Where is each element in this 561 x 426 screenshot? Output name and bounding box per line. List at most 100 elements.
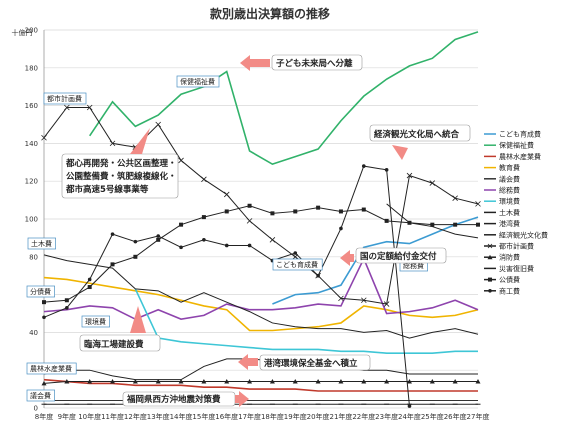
callout-text: 都市高速5号線事業等 [65,184,149,195]
point-marker [383,301,390,307]
legend-label: 消防費 [499,253,520,262]
point-marker [406,379,412,384]
x-tick-label: 26年度 [444,412,467,421]
series-line [43,205,478,303]
point-marker [64,104,70,111]
point-marker [384,379,390,384]
point-marker [202,237,206,242]
point-marker [338,379,344,384]
callout-text: 都心再開発・公共区画整理・ [65,158,177,169]
y-tick-label: 180 [25,64,38,72]
series-7 [43,254,479,339]
callout-text: 港湾環境保全基金へ積立 [264,358,358,369]
series-3 [43,276,479,332]
point-marker [361,379,367,384]
point-marker [42,300,46,305]
y-tick-label: 0 [34,405,38,413]
series-13 [42,203,480,305]
y-tick-label: 40 [29,329,38,337]
point-marker [110,262,115,267]
callout-arrow [240,55,270,71]
inline-label: 分債費 [30,287,51,296]
series-1 [89,31,479,166]
legend-label: 教育費 [499,163,520,172]
x-tick-label: 8年度 [35,412,53,421]
legend-label: 保健福祉費 [499,141,534,150]
x-tick-label: 17年度 [238,412,261,421]
point-marker [201,379,207,384]
point-marker [224,209,229,214]
point-marker [201,215,206,220]
legend-marker [488,289,492,293]
callout-text: 経済観光文化局へ統合 [374,129,460,140]
point-marker [361,297,367,304]
inline-label: こども育成費 [276,260,318,269]
point-marker [224,243,229,248]
x-tick-label: 14年度 [170,412,193,421]
point-marker [407,220,412,225]
y-tick-label: 200 [25,27,38,35]
point-marker [270,211,275,216]
point-marker [247,203,252,208]
x-tick-label: 24年度 [398,412,421,421]
point-marker [406,172,413,179]
x-tick-label: 19年度 [284,412,307,421]
callout-arrow [340,250,354,266]
x-tick-label: 10年度 [78,412,101,421]
point-marker [64,298,69,303]
point-marker [133,254,138,259]
callout-arrow [238,354,258,370]
y-tick-label: 100 [25,216,38,224]
y-tick-label: 120 [25,178,38,186]
x-tick-label: 20年度 [307,412,330,421]
point-marker [292,379,298,384]
point-marker [201,176,207,183]
point-marker [87,277,92,282]
inline-label: 都市計画費 [47,94,82,103]
point-marker [361,207,366,212]
x-tick-label: 27年度 [467,412,490,421]
point-marker [155,121,161,128]
legend-label: 農林水産業費 [499,152,541,161]
point-marker [475,379,481,384]
legend-marker [487,254,493,260]
series-line [43,254,479,339]
legend-marker [488,277,492,282]
point-marker [179,222,184,227]
callout-box [369,124,471,142]
inline-label: 保健福祉費 [180,77,215,86]
callout-text: 子ども未来局へ分離 [276,58,353,69]
point-marker [384,218,389,223]
point-marker [316,205,321,210]
inline-label-box [26,362,77,375]
series-line [89,31,479,166]
x-tick-label: 25年度 [421,412,444,421]
series-line [43,256,479,321]
callout-box [61,153,179,199]
y-tick-label: 160 [25,102,38,110]
point-marker [223,191,230,198]
point-marker [430,222,435,227]
inline-label: 議会費 [30,391,51,400]
legend-label: こども育成費 [499,130,541,139]
point-marker [178,379,184,384]
y-tick-label: 80 [29,253,38,261]
x-tick-label: 23年度 [375,412,398,421]
callout-box [271,54,363,71]
inline-label-box [272,258,323,271]
series-line [43,276,479,332]
inline-label-box [26,389,55,402]
series-0 [272,216,479,305]
point-marker [42,315,46,320]
x-tick-label: 9年度 [58,412,76,421]
point-marker [316,273,320,278]
y-tick-label: 140 [25,140,38,148]
point-marker [339,226,343,231]
point-marker [179,245,183,250]
callout-text: 国の定額給付金交付 [360,251,437,262]
point-marker [338,295,344,302]
point-marker [87,379,93,384]
point-marker [361,164,366,168]
